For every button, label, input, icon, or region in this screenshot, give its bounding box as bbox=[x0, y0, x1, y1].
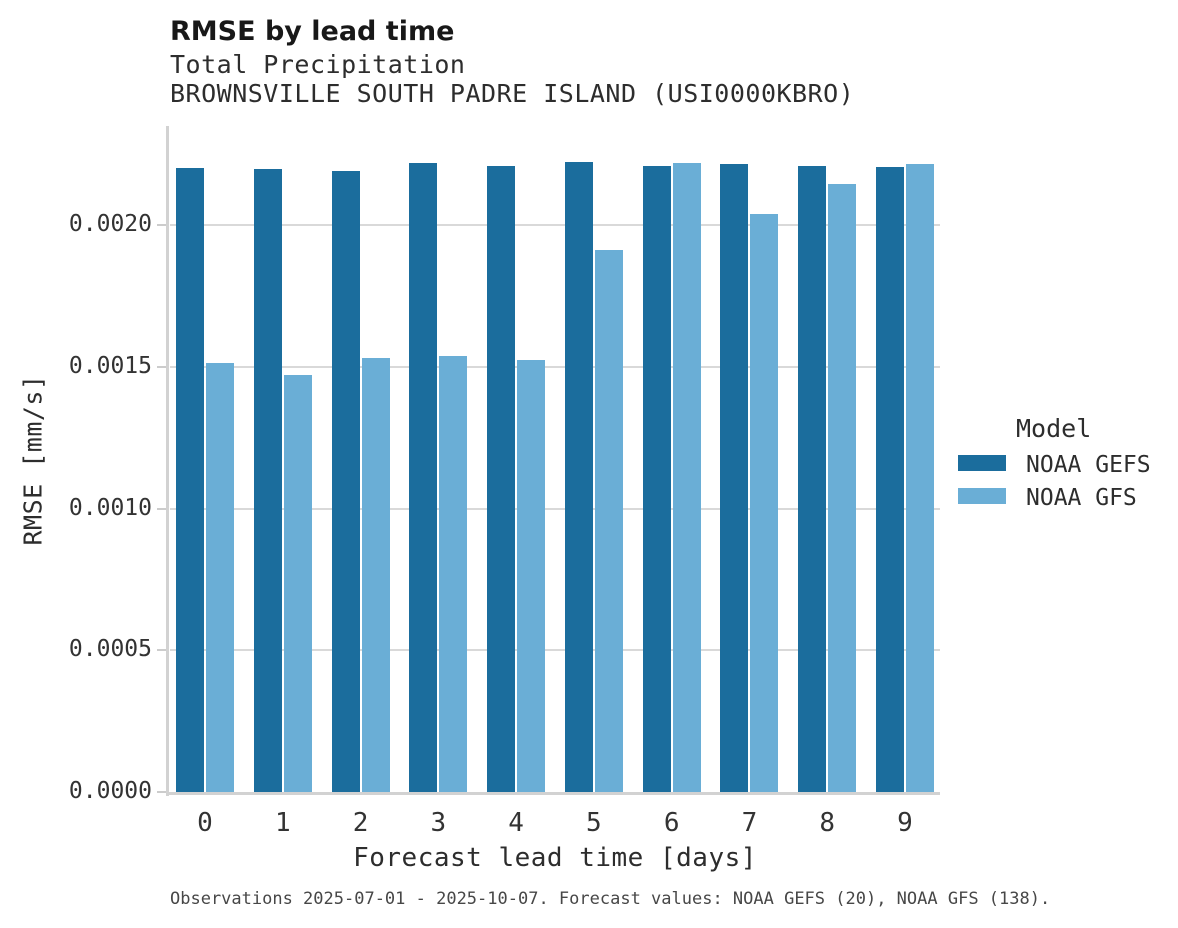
bar-noaa-gefs-day2 bbox=[331, 170, 360, 792]
x-tick-label-0: 0 bbox=[197, 808, 213, 838]
chart-station-subtitle: BROWNSVILLE SOUTH PADRE ISLAND (USI0000K… bbox=[170, 79, 855, 108]
bar-noaa-gefs-day1 bbox=[253, 169, 282, 792]
y-tick-mark-0.0020 bbox=[157, 224, 166, 227]
bar-noaa-gfs-day1 bbox=[283, 375, 312, 792]
chart-title: RMSE by lead time bbox=[170, 16, 455, 47]
bar-noaa-gfs-day8 bbox=[828, 183, 857, 792]
x-axis-title: Forecast lead time [days] bbox=[353, 843, 757, 873]
x-tick-label-9: 9 bbox=[897, 808, 913, 838]
x-tick-label-5: 5 bbox=[586, 808, 602, 838]
y-tick-mark-0.0010 bbox=[157, 507, 166, 510]
bar-noaa-gefs-day3 bbox=[409, 163, 438, 792]
chart-caption: Observations 2025-07-01 - 2025-10-07. Fo… bbox=[170, 889, 1051, 909]
x-axis-line bbox=[166, 792, 940, 795]
bar-noaa-gefs-day9 bbox=[876, 166, 904, 792]
legend-title: Model bbox=[1016, 414, 1092, 443]
x-tick-label-4: 4 bbox=[508, 808, 524, 838]
y-axis-line bbox=[166, 126, 169, 796]
bar-noaa-gfs-day4 bbox=[517, 359, 546, 792]
bar-noaa-gefs-day8 bbox=[798, 166, 827, 792]
chart-subtitle: Total Precipitation bbox=[170, 50, 466, 79]
bar-noaa-gefs-day0 bbox=[176, 168, 204, 792]
gridline-0.0005 bbox=[170, 649, 940, 652]
bar-noaa-gefs-day7 bbox=[720, 163, 749, 792]
bar-noaa-gfs-day9 bbox=[906, 163, 934, 792]
y-axis-title: RMSE [mm/s] bbox=[18, 374, 48, 546]
bar-noaa-gfs-day6 bbox=[672, 162, 701, 792]
y-tick-label-0.0005: 0.0005 bbox=[68, 636, 152, 663]
x-tick-label-7: 7 bbox=[741, 808, 758, 838]
y-tick-label-0.0000: 0.0000 bbox=[68, 778, 152, 804]
legend-label-noaa-gefs: NOAA GEFS bbox=[1026, 452, 1151, 478]
x-tick-label-1: 1 bbox=[274, 808, 291, 838]
gridline-0.0015 bbox=[170, 365, 940, 368]
bar-noaa-gefs-day4 bbox=[487, 165, 516, 792]
bar-noaa-gefs-day6 bbox=[642, 165, 671, 792]
x-tick-label-2: 2 bbox=[352, 808, 369, 838]
gridline-0.0020 bbox=[170, 224, 940, 227]
y-tick-label-0.0015: 0.0015 bbox=[68, 352, 152, 379]
bar-noaa-gfs-day7 bbox=[750, 213, 779, 792]
legend-swatch-noaa-gefs bbox=[958, 455, 1006, 471]
bar-noaa-gfs-day3 bbox=[439, 355, 468, 792]
x-tick-label-6: 6 bbox=[663, 808, 680, 838]
legend-label-noaa-gfs: NOAA GFS bbox=[1026, 485, 1137, 511]
y-tick-mark-0.0005 bbox=[157, 649, 166, 652]
y-tick-mark-0.0015 bbox=[157, 365, 166, 368]
gridline-0.0010 bbox=[170, 507, 940, 510]
x-tick-label-8: 8 bbox=[819, 808, 836, 838]
y-tick-label-0.0010: 0.0010 bbox=[68, 494, 152, 521]
bar-noaa-gfs-day0 bbox=[206, 363, 234, 792]
bar-noaa-gfs-day2 bbox=[361, 358, 390, 792]
legend-swatch-noaa-gfs bbox=[958, 488, 1006, 504]
y-tick-mark-0.0000 bbox=[157, 791, 166, 793]
bar-noaa-gefs-day5 bbox=[564, 161, 593, 792]
y-tick-label-0.0020: 0.0020 bbox=[68, 211, 152, 238]
x-tick-label-3: 3 bbox=[430, 808, 447, 838]
bar-noaa-gfs-day5 bbox=[594, 250, 623, 792]
